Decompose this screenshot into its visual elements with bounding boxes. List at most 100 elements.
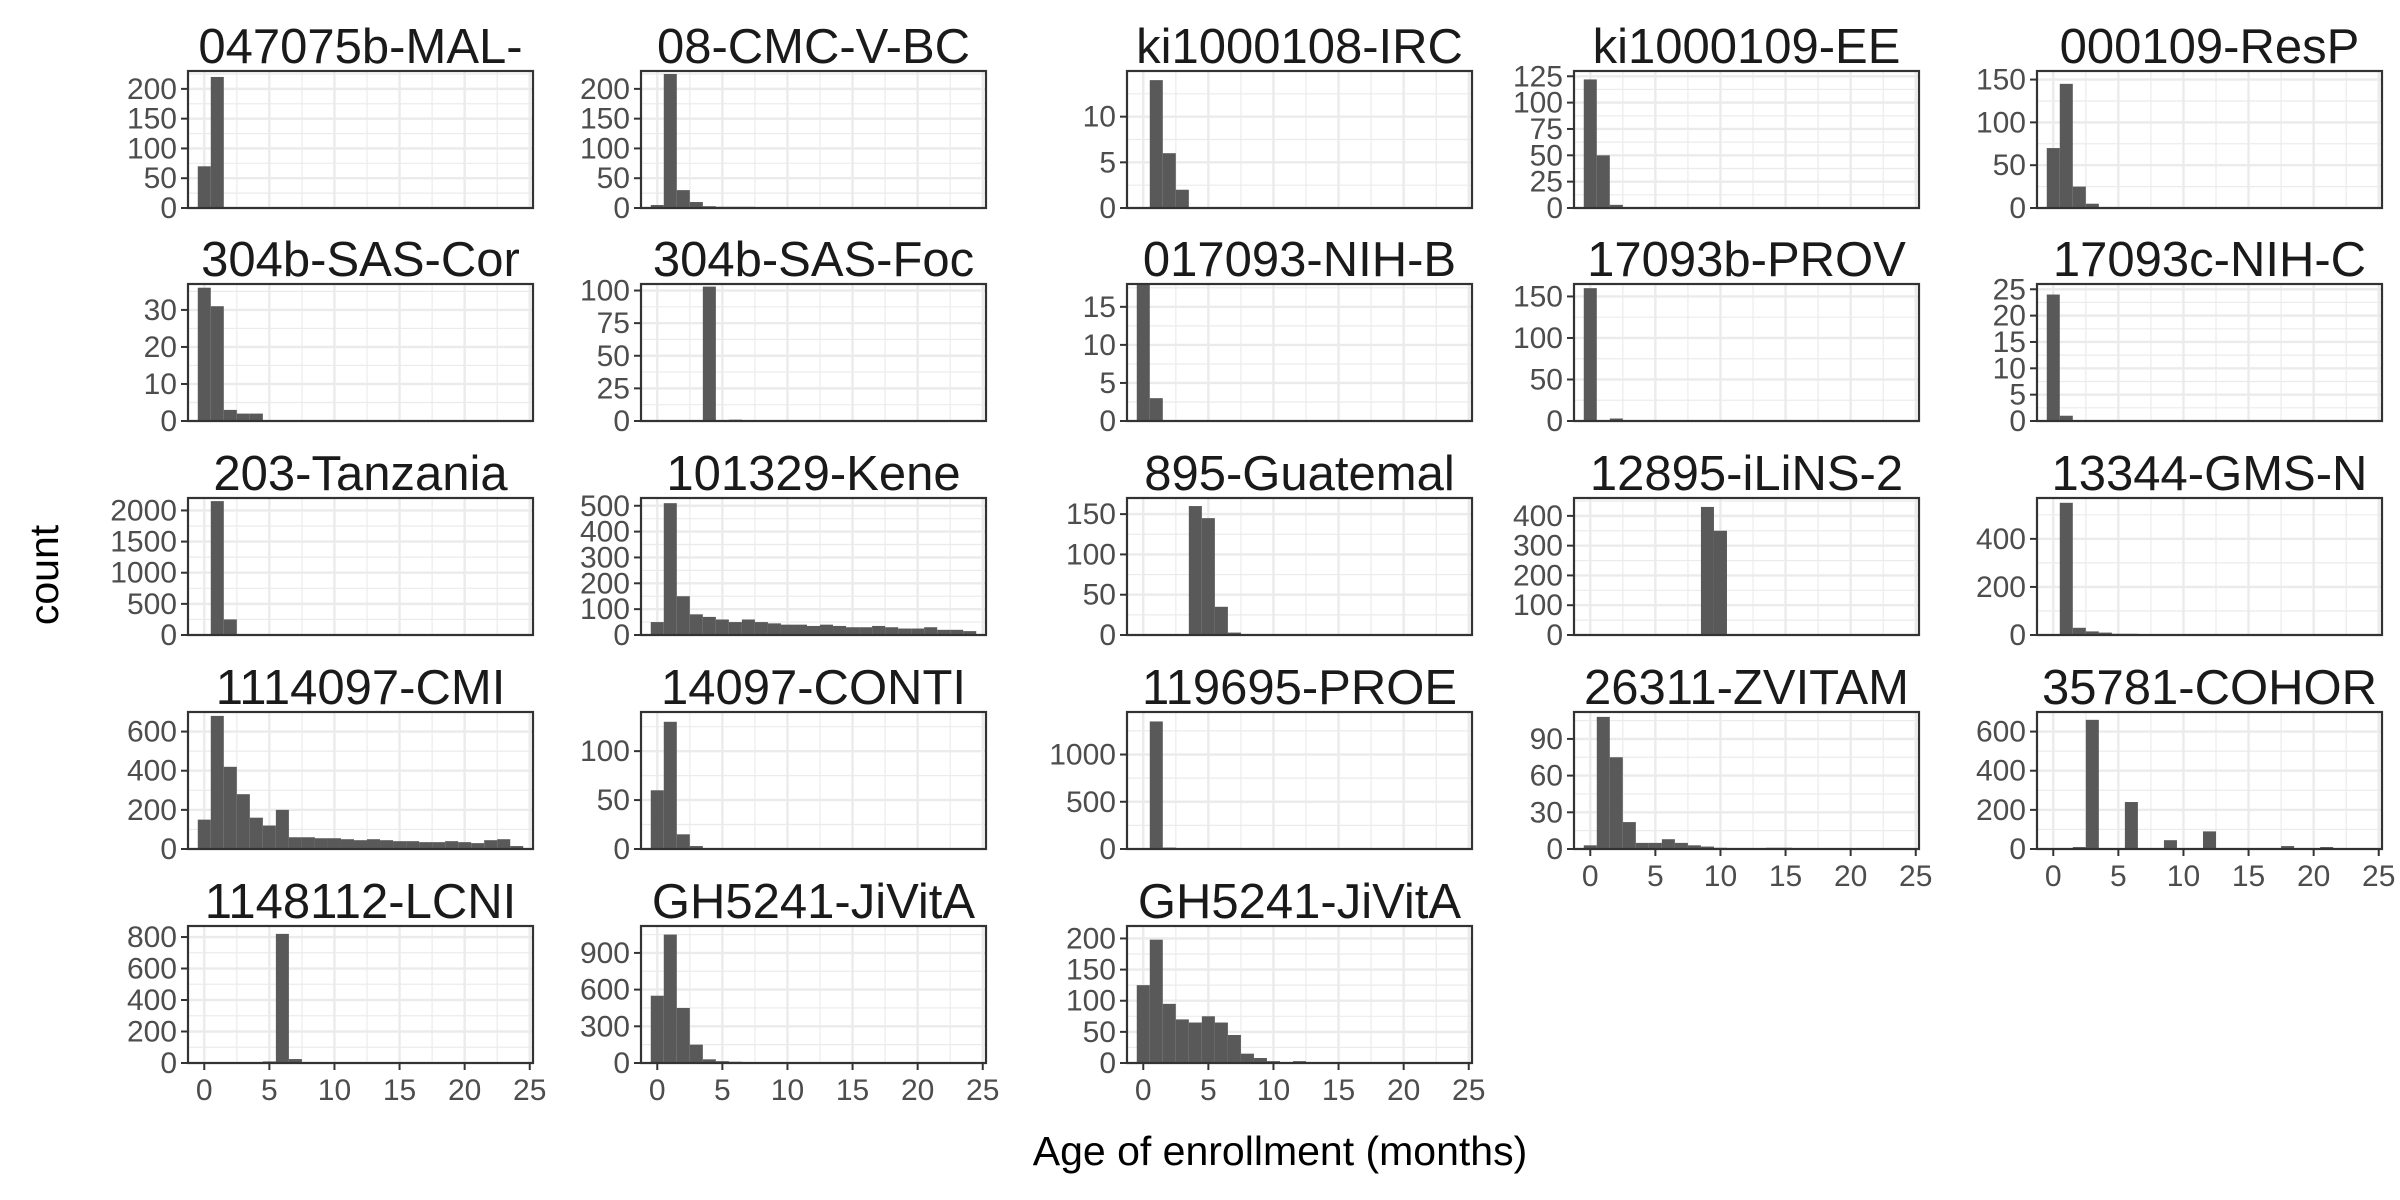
- histogram-bar: [924, 627, 938, 635]
- histogram-bar: [288, 837, 302, 849]
- y-tick-label: 50: [597, 784, 630, 817]
- histogram-bar: [210, 715, 224, 849]
- histogram-bar: [275, 933, 289, 1063]
- histogram-bar: [1661, 839, 1675, 849]
- panel-border: [186, 924, 535, 1065]
- x-tick-label: 10: [771, 1074, 804, 1107]
- y-tick-label: 100: [127, 132, 177, 165]
- histogram-bar: [676, 834, 690, 849]
- panel-background: [1127, 712, 1472, 849]
- y-tick-label: 0: [613, 619, 630, 652]
- histogram-bar: [2046, 294, 2060, 421]
- panel-border: [2035, 69, 2384, 210]
- panel-border: [1572, 496, 1921, 637]
- y-tick-label: 125: [1513, 60, 1563, 93]
- y-tick-label: 2000: [110, 494, 177, 527]
- facet-strip-label: 304b-SAS-Foc: [653, 233, 974, 287]
- histogram-bar: [484, 840, 498, 849]
- x-tick-label: 5: [714, 1074, 731, 1107]
- histogram-bar: [1214, 1022, 1228, 1063]
- y-tick-label: 0: [1546, 619, 1563, 652]
- panel-background: [2037, 284, 2382, 421]
- y-tick-label: 0: [2009, 405, 2026, 438]
- x-tick-label: 25: [966, 1074, 999, 1107]
- histogram-bar: [963, 631, 977, 635]
- y-tick-label: 150: [1976, 64, 2026, 97]
- y-tick-label: 200: [127, 794, 177, 827]
- facet-strip-label: 895-Guatemal: [1144, 447, 1455, 501]
- panel-background: [1574, 498, 1919, 635]
- y-tick-label: 0: [1099, 833, 1116, 866]
- facet-strip-label: 35781-COHOR: [2042, 661, 2377, 715]
- x-tick-label: 15: [836, 1074, 869, 1107]
- histogram-bar: [380, 840, 394, 849]
- histogram-bar: [1149, 721, 1163, 849]
- panel-border: [1572, 282, 1921, 423]
- histogram-bar: [2072, 627, 2086, 635]
- x-tick-label: 20: [901, 1074, 934, 1107]
- x-tick-label: 15: [2232, 860, 2265, 893]
- panel-border: [186, 282, 535, 423]
- histogram-bar: [650, 205, 664, 208]
- x-tick-label: 0: [649, 1074, 666, 1107]
- y-tick-label: 5: [2009, 379, 2026, 412]
- histogram-bar: [1583, 288, 1597, 421]
- panel-border: [186, 496, 535, 637]
- y-tick-label: 0: [2009, 833, 2026, 866]
- histogram-bar: [780, 624, 794, 635]
- panel-border: [1125, 496, 1474, 637]
- y-tick-label: 0: [613, 833, 630, 866]
- histogram-bar: [702, 616, 716, 635]
- panel-background: [1574, 284, 1919, 421]
- histogram-bar: [210, 501, 224, 635]
- y-tick-label: 0: [1546, 833, 1563, 866]
- y-tick-label: 300: [580, 1010, 630, 1043]
- y-tick-label: 100: [1066, 538, 1116, 571]
- panel-background: [2037, 71, 2382, 208]
- histogram-bar: [2072, 186, 2086, 208]
- panel-background: [188, 498, 533, 635]
- panel-border: [1572, 710, 1921, 851]
- histogram-bar: [650, 790, 664, 849]
- panel-background: [1127, 284, 1472, 421]
- facet-strip-label: ki1000108-IRC: [1136, 20, 1463, 74]
- x-tick-label: 15: [1322, 1074, 1355, 1107]
- panel-border: [1572, 69, 1921, 210]
- facet-strip-label: 203-Tanzania: [213, 447, 508, 501]
- y-tick-label: 100: [580, 593, 630, 626]
- facet-strip-label: 17093b-PROV: [1587, 233, 1906, 287]
- y-tick-label: 150: [127, 103, 177, 136]
- facet-strip-label: GH5241-JiVitA: [652, 875, 976, 929]
- y-tick-label: 600: [580, 974, 630, 1007]
- y-tick-label: 500: [580, 490, 630, 523]
- y-tick-label: 0: [1546, 405, 1563, 438]
- histogram-bar: [262, 825, 276, 849]
- y-tick-label: 0: [160, 619, 177, 652]
- histogram-bar: [2085, 631, 2099, 635]
- y-tick-label: 50: [597, 340, 630, 373]
- panel-border: [639, 282, 988, 423]
- histogram-bar: [406, 841, 420, 849]
- histogram-bar: [702, 1059, 716, 1063]
- panel-background: [188, 926, 533, 1063]
- y-tick-label: 20: [144, 331, 177, 364]
- histogram-bar: [937, 629, 951, 635]
- x-tick-label: 5: [1647, 860, 1664, 893]
- panel-background: [641, 71, 986, 208]
- panel-background: [188, 284, 533, 421]
- y-tick-label: 200: [1066, 922, 1116, 955]
- y-tick-label: 0: [613, 192, 630, 225]
- facet-panel: 000109-ResP 0 50 100 150: [1976, 20, 2384, 225]
- histogram-bar: [236, 794, 250, 849]
- histogram-bar: [301, 837, 315, 849]
- histogram-bar: [1136, 985, 1150, 1063]
- histogram-bar: [950, 629, 964, 635]
- panel-border: [1125, 282, 1474, 423]
- x-tick-label: 25: [2362, 860, 2395, 893]
- histogram-bar: [340, 839, 354, 849]
- histogram-bar: [1162, 1003, 1176, 1063]
